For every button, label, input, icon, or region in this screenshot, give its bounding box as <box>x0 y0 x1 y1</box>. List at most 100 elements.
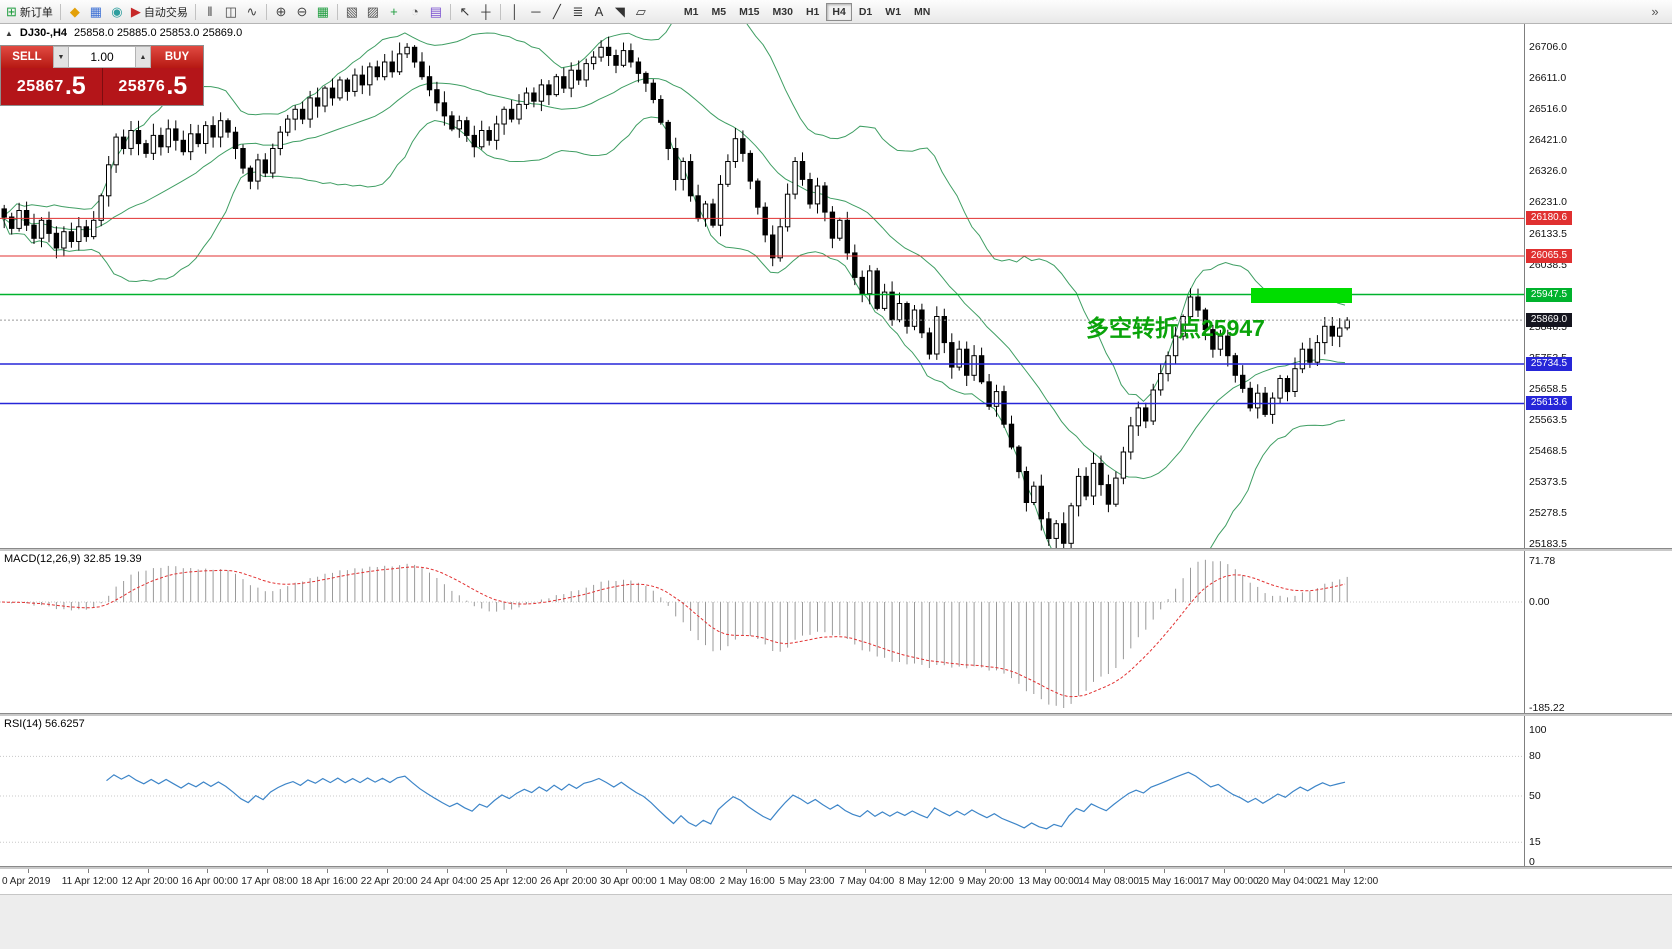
buy-price-main: 25876 <box>118 77 166 95</box>
macd-label: MACD(12,26,9) 32.85 19.39 <box>4 553 142 565</box>
price-axis-label: 26326.0 <box>1529 165 1567 177</box>
candle-chart-mode-button[interactable]: ◫ <box>221 2 241 22</box>
new-order-button[interactable]: ⊞ 新订单 <box>3 2 56 22</box>
bar-chart-mode-button[interactable]: ‖ <box>200 2 220 22</box>
time-axis-label: 17 May 00:00 <box>1198 876 1259 887</box>
time-axis-tick <box>805 869 807 873</box>
arrow-objects-icon: ◥ <box>614 3 625 19</box>
indicators-button[interactable]: + <box>384 2 404 22</box>
text-label-icon: A <box>594 3 604 19</box>
periods-button[interactable]: ◔ <box>405 2 425 22</box>
price-badge-25869.0: 25869.0 <box>1526 313 1572 328</box>
panel-splitter-rsi[interactable] <box>0 713 1672 716</box>
timeframe-m30-button[interactable]: M30 <box>772 5 793 18</box>
rsi-axis-label: 80 <box>1529 750 1541 763</box>
macd-axis-label: 71.78 <box>1529 554 1556 567</box>
text-label-button[interactable]: A <box>589 2 609 22</box>
shapes-dropdown-button[interactable]: ▱ <box>631 2 651 22</box>
volume-up-button[interactable]: ▲ <box>135 46 151 68</box>
one-click-toggle-icon[interactable]: ▲ <box>5 29 13 38</box>
crosshair-button[interactable]: ┼ <box>476 2 496 22</box>
main-chart-svg[interactable] <box>0 24 1524 548</box>
time-axis-tick <box>28 869 29 873</box>
price-divider <box>101 68 103 105</box>
macd-panel[interactable]: MACD(12,26,9) 32.85 19.39 <box>0 551 1524 713</box>
price-axis-label: 25658.5 <box>1529 382 1567 395</box>
time-axis-label: 24 Apr 04:00 <box>420 876 478 887</box>
rsi-panel[interactable]: RSI(14) 56.6257 <box>0 716 1524 866</box>
timeframe-m15-button[interactable]: M15 <box>739 5 760 18</box>
time-axis-tick <box>147 869 149 873</box>
price-axis-label: 26706.0 <box>1529 41 1567 53</box>
timeframe-w1-button[interactable]: W1 <box>885 5 902 18</box>
indicators-icon: + <box>390 3 398 19</box>
sell-button[interactable]: SELL <box>1 46 53 68</box>
fibonacci-button[interactable]: ≣ <box>568 2 588 22</box>
price-badge-25734.5: 25734.5 <box>1526 357 1572 372</box>
line-chart-mode-button[interactable]: ∿ <box>242 2 262 22</box>
cursor-button[interactable]: ↖ <box>455 2 475 22</box>
vertical-line-icon: │ <box>510 3 519 19</box>
zoom-in-button[interactable]: ⊕ <box>271 2 291 22</box>
time-axis-tick <box>925 869 926 873</box>
volume-input[interactable] <box>69 46 135 68</box>
time-axis-label: 12 Apr 20:00 <box>121 876 179 887</box>
timeframe-h4-button[interactable]: H4 <box>826 2 852 21</box>
timeframe-d1-button[interactable]: D1 <box>858 5 873 18</box>
price-axis-label: 26421.0 <box>1529 134 1567 146</box>
chart-annotation-text[interactable]: 多空转折点25947 <box>1086 315 1265 341</box>
buy-button[interactable]: BUY <box>151 46 203 68</box>
timeframe-m5-button[interactable]: M5 <box>711 5 727 18</box>
line-chart-mode-icon: ∿ <box>246 3 258 19</box>
macd-axis-label: 0.00 <box>1529 596 1550 608</box>
timeframe-h1-button[interactable]: H1 <box>805 5 820 18</box>
market-watch-button[interactable]: ▦ <box>86 2 106 22</box>
data-window-button[interactable]: ◉ <box>107 2 127 22</box>
chart-profiles-button[interactable]: ▨ <box>363 2 383 22</box>
shapes-dropdown-icon: ▱ <box>635 3 646 19</box>
price-badge-25947.5: 25947.5 <box>1526 287 1572 302</box>
arrow-objects-button[interactable]: ◥ <box>610 2 630 22</box>
toolbar-right: » <box>1645 2 1665 22</box>
new-order-icon: ⊞ <box>6 3 17 19</box>
vertical-line-button[interactable]: │ <box>505 2 525 22</box>
rsi-label: RSI(14) 56.6257 <box>4 718 85 730</box>
macd-histogram <box>11 559 1348 708</box>
zoom-out-button[interactable]: ⊖ <box>292 2 312 22</box>
rsi-svg <box>0 755 1524 843</box>
bar-chart-mode-icon: ‖ <box>207 3 213 19</box>
rsi-axis-label: 100 <box>1529 724 1547 736</box>
time-axis[interactable]: 0 Apr 2019 11 Apr 12:00 12 Apr 20:00 16 Apr… <box>0 869 1672 894</box>
candle-chart-mode-icon: ◫ <box>224 3 238 19</box>
price-axis-label: 25183.5 <box>1529 537 1567 550</box>
macd-signal-line <box>1 566 1346 698</box>
templates-button[interactable]: ▤ <box>426 2 446 22</box>
price-axis[interactable]: 26706.0 26611.0 26516.0 26421.0 26326.0 26231… <box>1525 24 1672 869</box>
time-axis-tick <box>865 869 867 873</box>
time-axis-tick <box>1164 869 1166 873</box>
autotrade-icon: ▶ <box>130 3 141 19</box>
favorites-button[interactable]: ◆ <box>65 2 85 22</box>
highlight-rect[interactable] <box>1251 288 1352 303</box>
toolbar-overflow-button[interactable]: » <box>1651 4 1659 19</box>
panel-splitter-timeaxis[interactable] <box>0 866 1672 869</box>
time-axis-label: 18 Apr 16:00 <box>301 876 358 887</box>
volume-down-button[interactable]: ▼ <box>53 46 69 68</box>
tile-windows-button[interactable]: ▦ <box>313 2 333 22</box>
main-chart-area[interactable]: ▲ DJ30-,H4 25858.0 25885.0 25853.0 25869… <box>0 24 1524 548</box>
trendline-button[interactable]: ╱ <box>547 2 567 22</box>
timeframe-mn-button[interactable]: MN <box>914 5 931 18</box>
autotrade-label: 自动交易 <box>143 6 188 19</box>
autotrade-button[interactable]: ▶ 自动交易 <box>128 2 191 22</box>
toolbar: ⊞ 新订单 ◆ ▦ ◉ ▶ 自动交易 ‖ ◫ ∿ ⊕ ⊖ ▦ ▧ ▨ + ◔ ▤ ↖ ┼ │ ─ ╱ ≣ A ◥ ▱ M1 M5 M15… <box>0 0 1672 24</box>
time-axis-tick <box>506 869 508 873</box>
panel-splitter-macd[interactable] <box>0 548 1672 551</box>
buy-price-display[interactable]: 25876 .5 <box>103 68 204 105</box>
sell-price-display[interactable]: 25867 .5 <box>1 68 102 105</box>
timeframe-m1-button[interactable]: M1 <box>683 5 699 18</box>
zoom-out-icon: ⊖ <box>296 3 308 19</box>
horizontal-line-button[interactable]: ─ <box>526 2 546 22</box>
price-axis-label: 26133.5 <box>1529 227 1567 240</box>
toolbar-separator <box>194 3 196 20</box>
new-chart-button[interactable]: ▧ <box>342 2 362 22</box>
